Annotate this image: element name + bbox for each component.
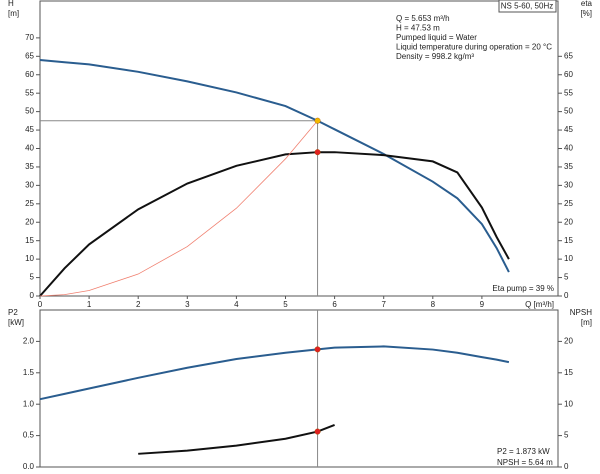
y-tick-label: 2.0: [23, 337, 35, 346]
y-tick-label: 10: [25, 254, 34, 263]
y-tick-label: 70: [25, 33, 34, 42]
series-line: [39, 345, 510, 401]
y2-tick-label: 20: [564, 337, 573, 346]
y2-tick-label: 55: [564, 88, 573, 97]
x-tick-label: 1: [87, 300, 92, 309]
x-tick-label: 0: [38, 300, 43, 309]
annotation: Eta pump = 39 %: [492, 284, 554, 293]
y-axis-label: H: [8, 0, 14, 8]
annotation: NPSH = 5.64 m: [497, 458, 553, 467]
y-tick-label: 35: [25, 162, 34, 171]
series-line: [138, 423, 335, 455]
y2-tick-label: 45: [564, 125, 573, 134]
y2-tick-label: 20: [564, 217, 573, 226]
y-axis-label: [m]: [8, 9, 19, 18]
annotation: P2 = 1.873 kW: [497, 447, 550, 456]
x-axis-label: Q [m³/h]: [525, 300, 554, 309]
y-axis-label: P2: [8, 308, 18, 317]
y2-tick-label: 25: [564, 199, 573, 208]
y2-tick-label: 5: [564, 431, 569, 440]
y2-tick-label: 35: [564, 162, 573, 171]
x-tick-label: 2: [136, 300, 141, 309]
y2-tick-label: 15: [564, 368, 573, 377]
y-tick-label: 45: [25, 125, 34, 134]
y-tick-label: 15: [25, 236, 34, 245]
x-tick-label: 9: [480, 300, 485, 309]
y-tick-label: 5: [30, 273, 35, 282]
y2-tick-label: 40: [564, 144, 573, 153]
y-tick-label: 0.0: [23, 462, 35, 471]
y-tick-label: 0: [30, 291, 35, 300]
operating-point: [314, 149, 321, 156]
y-tick-label: 40: [25, 144, 34, 153]
series-line: [39, 151, 510, 297]
x-tick-label: 6: [332, 300, 337, 309]
y-tick-label: 0.5: [23, 431, 35, 440]
y-tick-label: 50: [25, 107, 34, 116]
annotation: H = 47.53 m: [396, 24, 440, 33]
y2-axis-label: NPSH: [570, 308, 592, 317]
chart-title: NS 5-60, 50Hz: [501, 2, 553, 11]
y2-tick-label: 10: [564, 399, 573, 408]
plot-frame: [39, 309, 559, 468]
y-tick-label: 25: [25, 199, 34, 208]
y2-axis-label: [%]: [580, 9, 592, 18]
x-tick-label: 5: [283, 300, 288, 309]
x-tick-label: 8: [431, 300, 436, 309]
y-tick-label: 1.0: [23, 399, 35, 408]
y2-axis-label: [m]: [581, 318, 592, 327]
y2-tick-label: 0: [564, 291, 569, 300]
series-line: [39, 120, 318, 297]
series-line: [39, 59, 510, 273]
y2-tick-label: 50: [564, 107, 573, 116]
x-tick-label: 3: [185, 300, 190, 309]
y2-axis-label: eta: [581, 0, 593, 8]
y-tick-label: 20: [25, 217, 34, 226]
x-tick-label: 7: [381, 300, 386, 309]
y-tick-label: 55: [25, 88, 34, 97]
x-tick-label: 4: [234, 300, 239, 309]
y2-tick-label: 0: [564, 462, 569, 471]
y2-tick-label: 30: [564, 180, 573, 189]
operating-point: [314, 428, 321, 435]
operating-point: [314, 346, 321, 353]
y2-tick-label: 65: [564, 51, 573, 60]
annotation: Liquid temperature during operation = 20…: [396, 43, 552, 52]
annotation: Pumped liquid = Water: [396, 33, 477, 42]
operating-point: [314, 117, 321, 124]
y2-tick-label: 60: [564, 70, 573, 79]
y-tick-label: 30: [25, 180, 34, 189]
title-box: [498, 0, 557, 13]
y2-tick-label: 15: [564, 236, 573, 245]
annotation: Q = 5.653 m³/h: [396, 14, 450, 23]
annotation: Density = 998.2 kg/m³: [396, 52, 474, 61]
y-tick-label: 65: [25, 51, 34, 60]
y-axis-label: [kW]: [8, 318, 24, 327]
y2-tick-label: 5: [564, 273, 569, 282]
y-tick-label: 60: [25, 70, 34, 79]
y2-tick-label: 10: [564, 254, 573, 263]
y-tick-label: 1.5: [23, 368, 35, 377]
